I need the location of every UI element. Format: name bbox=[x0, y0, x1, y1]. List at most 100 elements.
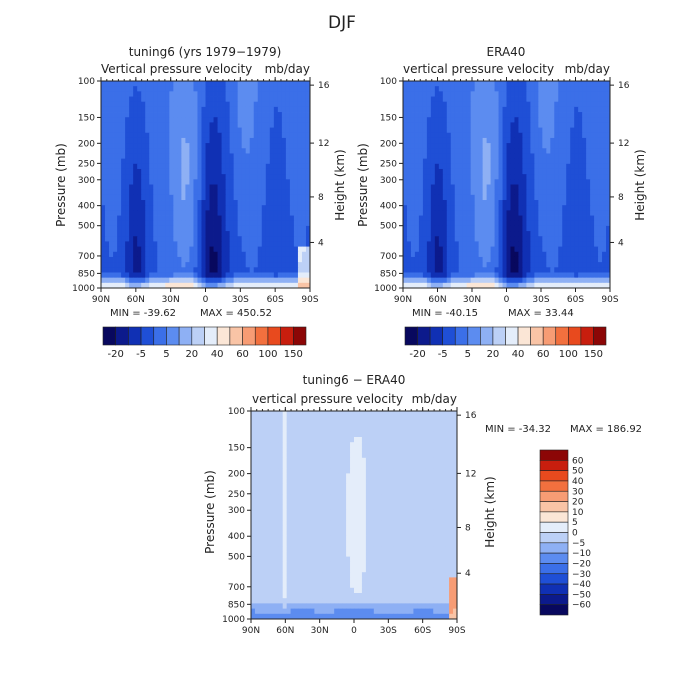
contour-cell bbox=[606, 127, 611, 134]
contour-cell bbox=[285, 210, 291, 216]
contour-cell bbox=[278, 463, 284, 469]
contour-cell bbox=[602, 81, 607, 87]
contour-cell bbox=[490, 106, 495, 113]
contour-cell bbox=[262, 447, 268, 453]
colorbar-swatch bbox=[492, 326, 506, 346]
contour-cell bbox=[209, 277, 214, 284]
contour-cell bbox=[306, 416, 311, 422]
contour-cell bbox=[145, 81, 150, 87]
contour-cell bbox=[466, 153, 472, 160]
contour-cell bbox=[502, 168, 507, 175]
contour-cell bbox=[253, 282, 259, 289]
contour-cell bbox=[117, 148, 122, 154]
contour-cell bbox=[393, 431, 398, 438]
contour-cell bbox=[145, 241, 150, 247]
contour-cell bbox=[590, 96, 595, 103]
contour-cell bbox=[278, 468, 284, 474]
contour-cell bbox=[293, 101, 299, 108]
contour-cell bbox=[518, 251, 523, 258]
contour-cell bbox=[241, 246, 247, 253]
contour-cell bbox=[478, 179, 484, 185]
contour-cell bbox=[385, 442, 391, 448]
contour-cell bbox=[518, 158, 523, 165]
contour-cell bbox=[442, 246, 448, 253]
contour-cell bbox=[258, 447, 264, 453]
contour-cell bbox=[377, 463, 383, 469]
contour-cell bbox=[602, 215, 607, 222]
contour-cell bbox=[141, 205, 146, 211]
contour-cell bbox=[606, 153, 611, 160]
contour-cell bbox=[377, 442, 383, 448]
contour-cell bbox=[249, 174, 255, 180]
contour-cell bbox=[273, 179, 279, 185]
contour-cell bbox=[450, 231, 456, 237]
contour-cell bbox=[494, 256, 499, 263]
contour-cell bbox=[189, 174, 194, 180]
contour-cell bbox=[413, 452, 418, 459]
contour-cell bbox=[466, 225, 472, 232]
contour-cell bbox=[414, 174, 420, 180]
contour-cell bbox=[113, 143, 118, 149]
contour-cell bbox=[137, 106, 142, 113]
contour-cell bbox=[294, 447, 299, 453]
contour-cell bbox=[403, 112, 408, 118]
contour-cell bbox=[257, 137, 263, 144]
contour-cell bbox=[225, 101, 231, 108]
contour-cell bbox=[422, 117, 428, 123]
contour-cell bbox=[434, 179, 440, 185]
contour-cell bbox=[265, 256, 271, 263]
contour-cell bbox=[193, 163, 198, 170]
contour-cell bbox=[346, 447, 351, 453]
y-tick-label: 250 bbox=[78, 159, 95, 169]
contour-cell bbox=[253, 117, 259, 123]
contour-cell bbox=[141, 184, 146, 191]
contour-cell bbox=[257, 163, 263, 170]
contour-cell bbox=[381, 437, 387, 443]
contour-cell bbox=[550, 117, 555, 123]
y-tick-label: 850 bbox=[380, 269, 397, 279]
contour-cell bbox=[281, 215, 287, 222]
contour-cell bbox=[173, 210, 178, 216]
contour-cell bbox=[133, 267, 138, 273]
contour-cell bbox=[546, 122, 551, 128]
colorbar-swatch bbox=[593, 326, 607, 346]
contour-cell bbox=[526, 282, 531, 289]
contour-cell bbox=[566, 194, 571, 201]
contour-cell bbox=[193, 148, 198, 154]
contour-cell bbox=[197, 158, 202, 165]
contour-cell bbox=[518, 220, 523, 227]
contour-cell bbox=[442, 163, 448, 170]
contour-cell bbox=[442, 262, 448, 268]
y-tick-label: 500 bbox=[78, 222, 95, 232]
contour-cell bbox=[514, 143, 519, 149]
contour-cell bbox=[462, 241, 468, 247]
contour-cell bbox=[594, 127, 599, 134]
contour-cell bbox=[566, 101, 571, 108]
contour-cell bbox=[410, 168, 416, 175]
contour-cell bbox=[438, 262, 444, 268]
contour-cell bbox=[582, 106, 587, 113]
colorbar-label: -20 bbox=[409, 349, 425, 360]
contour-cell bbox=[109, 194, 114, 201]
contour-cell bbox=[241, 153, 247, 160]
contour-cell bbox=[254, 447, 260, 453]
contour-cell bbox=[193, 174, 198, 180]
contour-cell bbox=[169, 256, 174, 263]
contour-cell bbox=[249, 200, 255, 206]
contour-cell bbox=[534, 231, 539, 237]
contour-cell bbox=[322, 416, 327, 422]
contour-cell bbox=[141, 101, 146, 108]
contour-cell bbox=[282, 447, 288, 453]
contour-cell bbox=[450, 210, 456, 216]
contour-cell bbox=[510, 132, 515, 139]
contour-cell bbox=[510, 267, 515, 273]
contour-cell bbox=[301, 225, 307, 232]
contour-cell bbox=[430, 168, 436, 175]
contour-cell bbox=[141, 179, 146, 185]
contour-cell bbox=[369, 463, 375, 469]
contour-cell bbox=[438, 127, 444, 134]
contour-cell bbox=[554, 241, 559, 247]
contour-cell bbox=[414, 189, 420, 196]
contour-cell bbox=[426, 246, 432, 253]
contour-cell bbox=[594, 101, 599, 108]
